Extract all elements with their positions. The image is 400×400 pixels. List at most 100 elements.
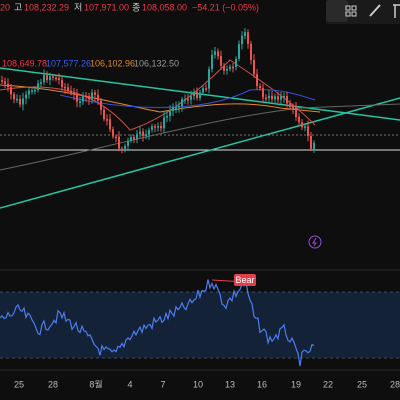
candle-body <box>88 96 90 100</box>
candle-body <box>304 126 306 128</box>
candle-body <box>286 95 288 104</box>
rsi-band <box>0 292 400 358</box>
candle-body <box>241 36 243 45</box>
candle-body <box>259 86 261 89</box>
legend-value: 108,058.00 <box>142 2 187 12</box>
x-axis-label: 8월 <box>89 378 102 389</box>
indicator-value: 106,102.96 <box>90 58 135 68</box>
trend-line <box>0 97 400 209</box>
candle-body <box>208 69 210 89</box>
candle-body <box>55 77 57 80</box>
candle-body <box>64 86 66 89</box>
candle-body <box>295 107 297 118</box>
candle-body <box>31 90 33 92</box>
candle-body <box>94 92 96 95</box>
text-icon[interactable] <box>393 4 400 18</box>
candle-body <box>223 65 225 71</box>
candle-body <box>154 126 156 128</box>
legend-value: 고 <box>14 2 22 12</box>
candle-body <box>40 82 42 84</box>
candle-body <box>79 101 81 103</box>
legend-value: 종 <box>132 2 140 12</box>
candle-body <box>7 83 9 88</box>
candle-body <box>229 66 231 70</box>
candle-body <box>307 126 309 136</box>
x-axis-label: 16 <box>257 379 267 389</box>
candle-body <box>1 80 3 82</box>
candle-body <box>265 97 267 100</box>
candle-body <box>226 69 228 71</box>
candle-body <box>16 98 18 101</box>
candle-body <box>235 58 237 67</box>
candle-body <box>292 106 294 109</box>
candle-body <box>310 135 312 149</box>
candle-body <box>250 43 252 60</box>
candle-body <box>280 96 282 100</box>
alert-icon[interactable] <box>308 235 322 249</box>
bear-label-bg <box>234 274 256 286</box>
candle-body <box>181 99 183 106</box>
x-axis-label: 28 <box>390 379 400 389</box>
candle-body <box>70 90 72 93</box>
candle-body <box>172 107 174 112</box>
candle-body <box>193 92 195 97</box>
candle-body <box>271 95 273 100</box>
candle-body <box>187 99 189 101</box>
candle-body <box>169 111 171 116</box>
candle-body <box>37 83 39 90</box>
toolbar-button[interactable] <box>326 0 348 22</box>
candle-body <box>301 122 303 128</box>
x-axis-label: 25 <box>357 379 367 389</box>
candle-body <box>217 51 219 57</box>
candle-body <box>178 105 180 108</box>
candle-body <box>151 126 153 130</box>
candle-body <box>91 92 93 100</box>
candle-body <box>118 136 120 149</box>
candle-body <box>67 87 69 91</box>
legend-value: 108,232.29 <box>24 2 69 12</box>
candle-body <box>97 94 99 101</box>
candle-body <box>199 92 201 98</box>
candle-body <box>28 90 30 95</box>
x-axis-label: 7 <box>160 379 165 389</box>
candle-body <box>175 107 177 109</box>
candle-body <box>49 76 51 81</box>
candle-body <box>205 88 207 90</box>
candle-body <box>133 137 135 140</box>
indicator-value: 107,577.26 <box>46 58 91 68</box>
x-axis-label: 28 <box>48 379 58 389</box>
candle-body <box>22 98 24 105</box>
candle-body <box>148 129 150 135</box>
candle-body <box>61 79 63 87</box>
candle-body <box>298 117 300 123</box>
candle-body <box>277 96 279 100</box>
grid-icon[interactable] <box>345 5 351 11</box>
pen-icon[interactable] <box>369 4 381 17</box>
grid-icon <box>345 11 351 17</box>
candle-body <box>82 95 84 102</box>
candle-body <box>127 140 129 146</box>
candle-body <box>190 96 192 100</box>
candle-body <box>43 75 45 83</box>
candle-body <box>4 81 6 84</box>
candle-body <box>58 78 60 80</box>
candle-body <box>13 94 15 100</box>
ma-line <box>0 84 321 113</box>
candle-body <box>157 126 159 128</box>
grid-icon <box>351 5 357 11</box>
candle-body <box>121 148 123 151</box>
indicator-value: 108,649.78 <box>2 58 47 68</box>
candle-body <box>211 54 213 70</box>
legend-value: 저 <box>74 2 82 12</box>
candle-body <box>160 126 162 129</box>
ma-line <box>0 103 400 171</box>
candle-body <box>220 56 222 66</box>
candle-body <box>106 119 108 121</box>
candle-body <box>214 51 216 55</box>
candle-body <box>256 74 258 87</box>
candle-body <box>313 142 315 149</box>
candle-body <box>196 92 198 98</box>
candle-body <box>145 134 147 136</box>
legend-value: 107,971.00 <box>84 2 129 12</box>
